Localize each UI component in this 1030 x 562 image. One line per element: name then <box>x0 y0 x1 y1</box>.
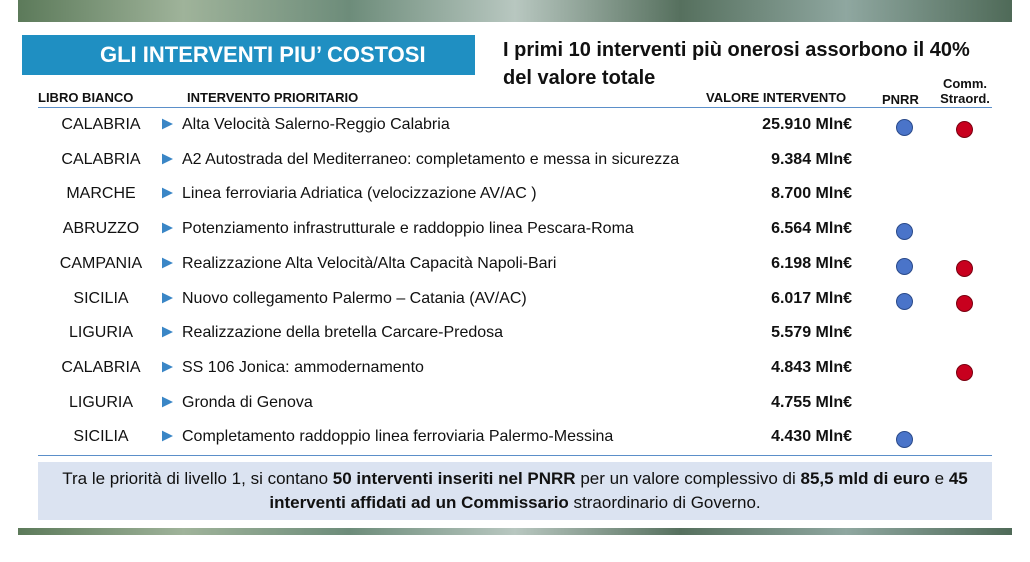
note-segment: 85,5 mld di euro <box>800 469 930 488</box>
intervention: Completamento raddoppio linea ferroviari… <box>182 428 614 446</box>
region: CALABRIA <box>61 116 141 133</box>
column-header: PNRR <box>882 92 919 107</box>
value: 25.910 Mln€ <box>762 116 852 133</box>
note-segment: 45 interventi affidati ad un Commissario <box>269 469 968 512</box>
value: 6.564 Mln€ <box>771 220 852 238</box>
bullet-arrow <box>162 292 173 303</box>
pnrr-dot <box>896 119 913 136</box>
pnrr-dot <box>896 223 913 241</box>
note-segment: straordinario di Governo. <box>568 493 761 512</box>
note-segment: 50 interventi inseriti nel PNRR <box>332 469 576 488</box>
region: MARCHE <box>66 185 136 203</box>
title: GLI INTERVENTI PIU’ COSTOSI <box>100 42 426 67</box>
comm-dot <box>956 363 973 381</box>
region: CALABRIA <box>61 358 141 376</box>
intervention: Nuovo collegamento Palermo – Catania (AV… <box>182 289 527 307</box>
region: LIGURIA <box>68 324 133 342</box>
intervention: Alta Velocità Salerno-Reggio Calabria <box>182 116 450 133</box>
intervention: Linea ferroviaria Adriatica (velocizzazi… <box>182 185 537 203</box>
title-box <box>22 35 475 75</box>
photo-strip <box>18 528 1012 535</box>
bullet-arrow <box>162 257 173 269</box>
note-segment: per un valore complessivo di <box>575 469 801 488</box>
note-segment: e <box>929 469 949 488</box>
subtitle: I primi 10 interventi più onerosi assorb… <box>503 39 970 89</box>
comm-dot <box>956 294 973 312</box>
value: 6.198 Mln€ <box>771 254 852 272</box>
region: ABRUZZO <box>62 220 140 238</box>
intervention: Realizzazione della bretella Carcare-Pre… <box>182 324 504 342</box>
region: CALABRIA <box>61 150 141 168</box>
comm-dot <box>956 121 973 138</box>
region: CAMPANIA <box>59 254 143 272</box>
value: 5.579 Mln€ <box>771 324 852 342</box>
column-header: VALORE INTERVENTO <box>706 90 847 105</box>
region: LIGURIA <box>68 393 133 411</box>
intervention: A2 Autostrada del Mediterraneo: completa… <box>182 150 680 168</box>
pnrr-dot <box>896 431 913 449</box>
bullet-arrow <box>162 430 173 442</box>
intervention: Realizzazione Alta Velocità/Alta Capacit… <box>182 254 557 272</box>
value: 4.843 Mln€ <box>771 358 852 376</box>
value: 4.755 Mln€ <box>771 393 852 411</box>
pnrr-dot <box>896 257 913 275</box>
comm-dot <box>956 259 973 277</box>
intervention: Gronda di Genova <box>182 393 313 411</box>
value: 8.700 Mln€ <box>771 185 852 203</box>
bullet-arrow <box>162 153 173 165</box>
note-box <box>38 462 992 520</box>
bullet-arrow <box>162 361 173 373</box>
column-header: Comm. Straord. <box>940 76 990 106</box>
region: SICILIA <box>73 428 129 446</box>
bullet-arrow <box>162 118 173 130</box>
header-rule <box>38 107 992 108</box>
region: SICILIA <box>73 289 129 307</box>
bullet-arrow <box>162 222 173 234</box>
value: 9.384 Mln€ <box>771 150 852 168</box>
intervention: SS 106 Jonica: ammodernamento <box>182 358 424 376</box>
intervention: Potenziamento infrastrutturale e raddopp… <box>182 220 634 238</box>
note-segment: Tra le priorità di livello 1, si contano <box>62 469 333 488</box>
column-header: INTERVENTO PRIORITARIO <box>187 90 359 105</box>
column-header: LIBRO BIANCO <box>38 90 134 105</box>
bullet-arrow <box>162 187 173 199</box>
bullet-arrow <box>162 396 173 407</box>
bullet-arrow <box>162 326 173 338</box>
value: 4.430 Mln€ <box>771 428 852 446</box>
pnrr-dot <box>896 292 913 310</box>
note: Tra le priorità di livello 1, si contano… <box>50 467 980 515</box>
footer-rule <box>38 455 992 456</box>
photo-strip <box>18 0 1012 22</box>
value: 6.017 Mln€ <box>771 289 852 307</box>
